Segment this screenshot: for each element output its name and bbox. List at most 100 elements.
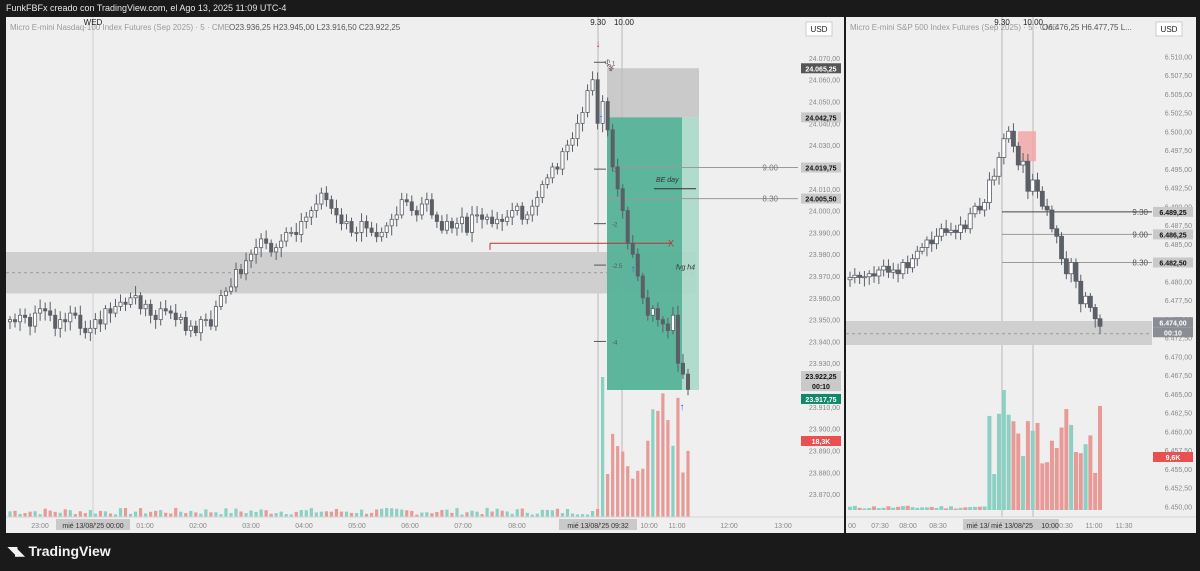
price-tick: 6.510,00 — [1165, 54, 1192, 61]
price-tick: 24.060,00 — [809, 78, 840, 85]
candle-body — [168, 310, 173, 314]
candle-body — [886, 265, 891, 273]
price-tick: 6.487,50 — [1165, 223, 1192, 230]
candle-body — [967, 213, 973, 230]
candle-body — [419, 203, 424, 216]
candle-body — [958, 224, 963, 233]
volume-bar — [133, 511, 138, 517]
candle-body — [475, 214, 480, 217]
volume-bar — [174, 507, 178, 517]
volume-bar — [445, 509, 449, 517]
candle-body — [178, 317, 183, 321]
volume-bar — [420, 512, 424, 517]
candle-body — [1078, 280, 1084, 305]
volume-bar — [349, 512, 354, 517]
time-tick: 10:00 — [640, 523, 658, 530]
volume-bar — [910, 507, 915, 510]
candle-body — [560, 151, 565, 170]
candle-body — [349, 221, 354, 233]
candle-body — [670, 314, 675, 331]
price-tag-box — [1153, 327, 1193, 338]
volume-bar — [113, 514, 118, 517]
candle-body — [259, 238, 264, 249]
volume-bar — [485, 507, 489, 517]
volume-bar — [460, 514, 464, 517]
volume-bar — [1011, 421, 1016, 510]
candle-body — [480, 214, 485, 220]
volume-bar — [867, 508, 872, 510]
volume-bar — [939, 506, 944, 510]
volume-bar — [88, 510, 92, 517]
candle-body — [8, 319, 13, 323]
ohlc-line: O6.476,25 H6.477,75 L... — [1042, 23, 1132, 32]
buy-arrow-2: ↑ — [631, 264, 636, 275]
volume-bar — [364, 513, 369, 517]
volume-bar — [194, 512, 198, 517]
candle-body — [324, 192, 329, 201]
candle-body — [249, 253, 254, 262]
volume-bar — [560, 513, 565, 517]
price-tag-label: 23.922,25 — [805, 374, 836, 381]
price-tick: 6.480,00 — [1165, 279, 1192, 286]
price-tag-box — [801, 436, 841, 446]
target-zone — [607, 117, 682, 390]
volume-bar — [13, 510, 17, 517]
volume-bar — [900, 506, 905, 510]
candle-body — [73, 312, 78, 316]
fib-label-2: -2 — [612, 223, 618, 229]
candle-body — [118, 301, 123, 307]
candle-body — [193, 325, 198, 334]
price-tick: 24.010,00 — [809, 187, 840, 194]
candle-body — [505, 216, 510, 222]
candle-body — [595, 79, 600, 124]
candle-body — [63, 319, 68, 323]
volume-bar — [354, 513, 359, 517]
candle-body — [575, 122, 580, 140]
candle-body — [1001, 138, 1007, 158]
candle-body — [409, 201, 414, 211]
price-tag-box — [801, 162, 841, 173]
volume-bar — [234, 508, 238, 517]
sp500-chart[interactable]: 9.30 9.00 8.30 Micro E-mini S&P 500 Index F… — [846, 17, 1196, 533]
volume-bar — [440, 509, 444, 517]
price-tick: 6.477,50 — [1165, 298, 1192, 305]
candle-body — [924, 239, 930, 248]
candle-body — [429, 199, 434, 216]
price-tag-box — [801, 63, 841, 74]
candle-body — [364, 221, 369, 229]
volume-bar — [510, 513, 514, 517]
time-tick: 13:00 — [774, 523, 792, 530]
candle-body — [530, 205, 535, 216]
tradingview-logo[interactable]: ◥◣ TradingView — [8, 541, 111, 561]
price-tick: 6.507,50 — [1165, 73, 1192, 80]
volume-bar — [159, 510, 163, 517]
price-tag-box — [801, 193, 841, 204]
candle-body — [977, 205, 983, 211]
candle-body — [675, 314, 680, 364]
volume-bar — [144, 513, 148, 517]
candle-body — [630, 242, 635, 255]
price-tag-label: 9,6K — [1166, 455, 1181, 462]
candle-body — [540, 183, 545, 198]
candle-body — [847, 277, 853, 281]
candle-body — [1068, 262, 1074, 275]
candle-body — [590, 79, 595, 92]
ohlc-line: O23.936,25 H23.945,00 L23.916,50 C23.922… — [229, 23, 401, 32]
price-tag-box — [1153, 206, 1193, 217]
volume-bar — [661, 393, 665, 517]
candle-body — [153, 314, 158, 321]
volume-bar — [666, 420, 670, 517]
volume-bar — [1001, 390, 1006, 510]
price-tick: 23.990,00 — [809, 230, 840, 237]
candle-body — [1044, 205, 1050, 211]
volume-bar — [319, 511, 323, 517]
volume-bar — [686, 450, 690, 517]
candle-body — [208, 319, 213, 327]
volume-bar — [520, 508, 524, 517]
volume-bar — [495, 508, 499, 517]
volume-bar — [580, 514, 585, 517]
volume-bar — [651, 409, 655, 517]
candle-body — [78, 314, 83, 329]
candle-body — [910, 258, 915, 269]
